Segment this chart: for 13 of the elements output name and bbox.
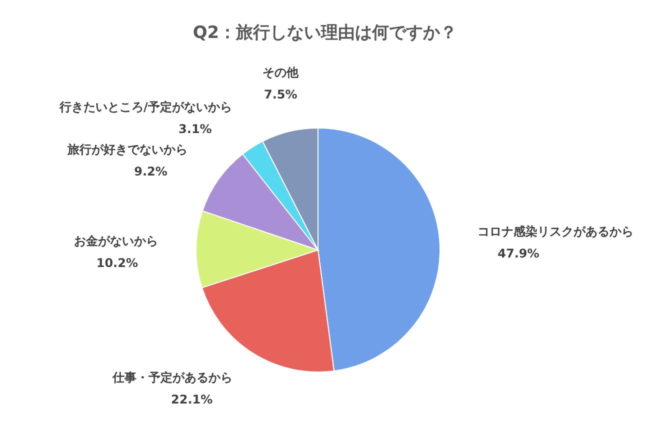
slice-label: コロナ感染リスクがあるから	[478, 224, 634, 238]
data-label: 9.2%	[134, 164, 168, 179]
slice-label: お金がないから	[74, 234, 158, 248]
data-label: 10.2%	[96, 256, 138, 270]
chart-title: Q2：旅行しない理由は何ですか？	[192, 23, 458, 43]
slice-label: 行きたいところ/予定がないから	[58, 100, 232, 114]
data-label: 7.5%	[264, 87, 298, 102]
slice-label: 仕事・予定があるから	[112, 370, 233, 384]
data-label: 47.9%	[498, 246, 540, 260]
slice-label: その他	[262, 65, 300, 80]
data-label: 3.1%	[178, 122, 212, 136]
data-label: 22.1%	[171, 392, 213, 406]
slice-label: 旅行が好きでないから	[66, 142, 188, 157]
